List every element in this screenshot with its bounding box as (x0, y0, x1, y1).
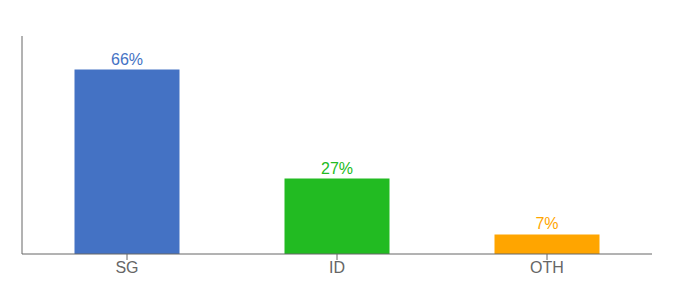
svg-text:ID: ID (329, 259, 345, 276)
svg-text:SG: SG (115, 259, 138, 276)
svg-text:66%: 66% (111, 51, 143, 68)
svg-text:OTH: OTH (530, 259, 564, 276)
svg-text:7%: 7% (535, 215, 558, 232)
svg-text:27%: 27% (321, 160, 353, 177)
